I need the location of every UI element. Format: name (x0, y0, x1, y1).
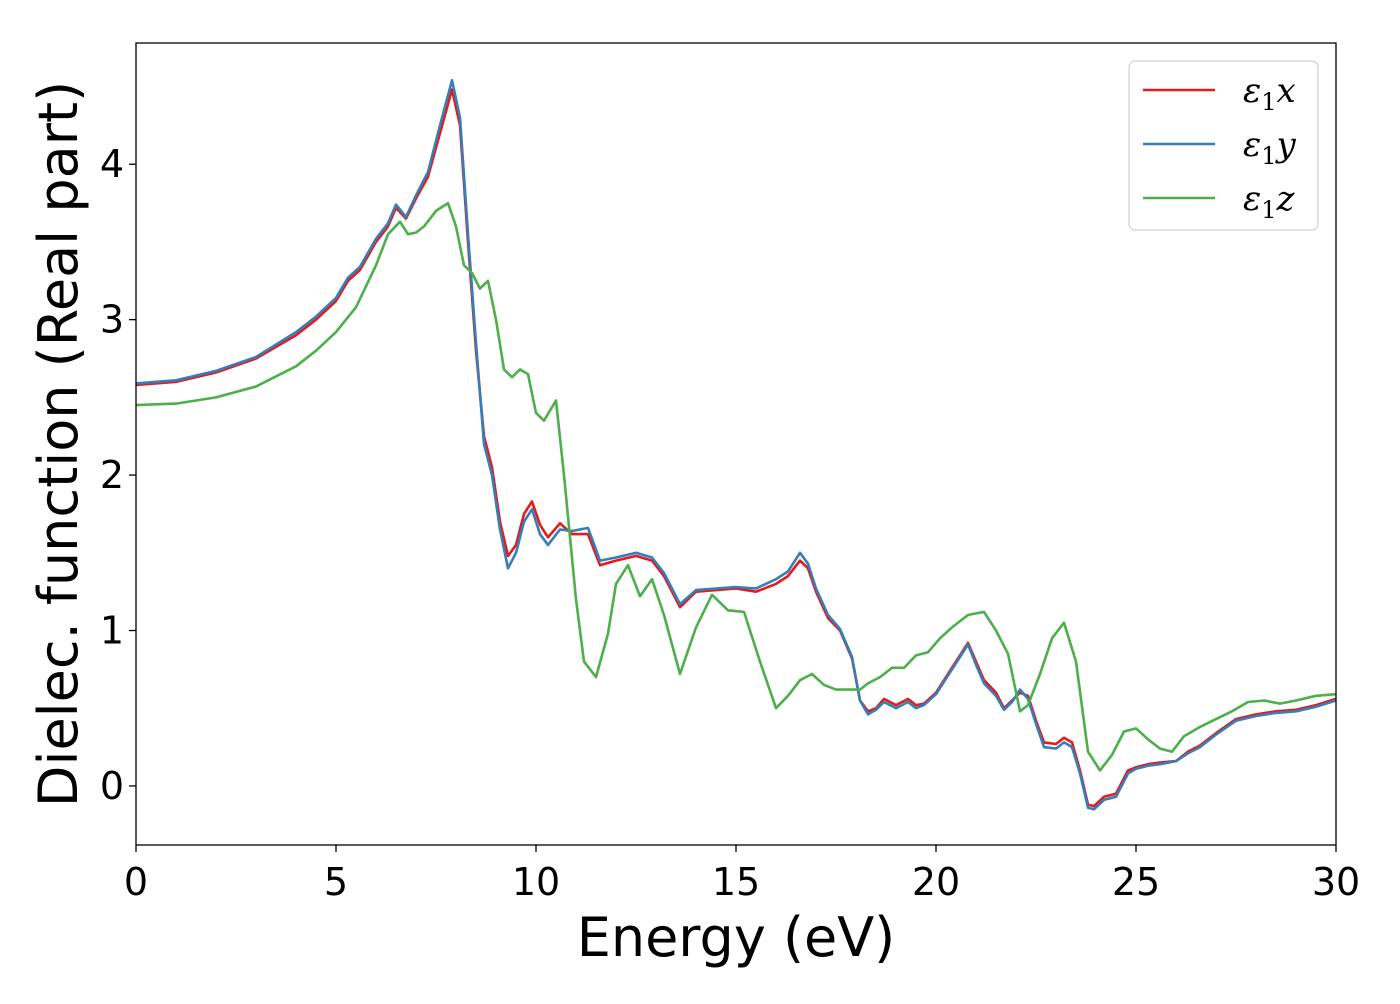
y-axis-title: Dielec. function (Real part) (27, 81, 90, 807)
legend: ε1x ε1y ε1z (1128, 60, 1319, 231)
x-tick-label: 25 (1112, 860, 1160, 904)
y-tick-label: 1 (100, 609, 124, 653)
series-layer (136, 79, 1336, 811)
y-tick-label: 3 (100, 298, 124, 342)
y-axis: 0 1 2 3 4 (100, 142, 136, 808)
series-line-1 (136, 79, 1336, 811)
series-line-2 (136, 201, 1336, 772)
x-axis: 0 5 10 15 20 25 30 (124, 845, 1360, 904)
x-tick-label: 20 (912, 860, 960, 904)
legend-label-0: ε1x (1243, 71, 1296, 116)
y-tick-label: 2 (100, 453, 124, 497)
x-tick-label: 15 (712, 860, 760, 904)
y-tick-label: 4 (100, 142, 124, 186)
x-axis-title: Energy (eV) (577, 906, 896, 969)
legend-label-1: ε1y (1243, 125, 1297, 170)
legend-box (1128, 60, 1319, 231)
x-tick-label: 10 (512, 860, 560, 904)
legend-label-2: ε1z (1243, 179, 1296, 224)
x-tick-label: 0 (124, 860, 148, 904)
y-tick-label: 0 (100, 764, 124, 808)
x-tick-label: 30 (1312, 860, 1360, 904)
x-tick-label: 5 (324, 860, 348, 904)
series-line-0 (136, 88, 1336, 808)
